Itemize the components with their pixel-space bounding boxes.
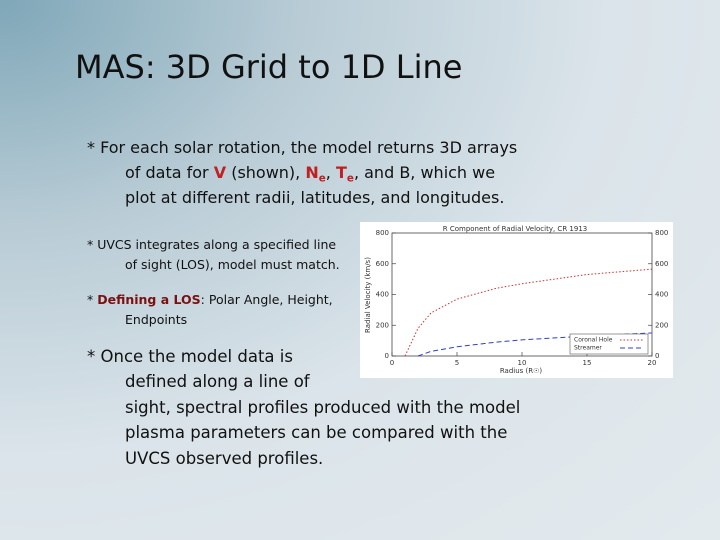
text: UVCS observed profiles. [125, 449, 324, 468]
legend-label: Streamer [574, 345, 602, 352]
bullet-line: of data for V (shown), Ne, Te, and B, wh… [125, 163, 495, 185]
text: * For each solar rotation, the model ret… [87, 138, 518, 157]
bullet-line: UVCS observed profiles. [125, 449, 323, 468]
text: (shown), [226, 163, 306, 182]
bullet-line: * Defining a LOS: Polar Angle, Height, [87, 292, 333, 307]
bullet-line: plot at different radii, latitudes, and … [125, 188, 504, 207]
legend-box [569, 333, 649, 355]
bullet-line: * For each solar rotation, the model ret… [87, 138, 517, 157]
text: , and B, which we [353, 163, 496, 182]
y-tick-label: 0 [385, 352, 389, 360]
y-tick-label: 600 [376, 260, 389, 268]
slide-title: MAS: 3D Grid to 1D Line [75, 48, 463, 86]
y-axis-label: Radial Velocity (km/s) [364, 257, 372, 333]
y-tick-label: 800 [376, 229, 389, 237]
chart-title: R Component of Radial Velocity, CR 1913 [443, 225, 587, 233]
y2-tick-label: 200 [655, 321, 668, 329]
text: plot at different radii, latitudes, and … [125, 188, 505, 207]
text: , [325, 163, 336, 182]
y2-tick-label: 0 [655, 352, 659, 360]
y2-tick-label: 600 [655, 260, 668, 268]
y-tick-label: 400 [376, 291, 389, 299]
chart-background [360, 222, 673, 378]
x-axis-label: Radius (R☉) [500, 367, 543, 375]
bullet-line: defined along a line of [125, 372, 310, 391]
chart: R Component of Radial Velocity, CR 1913 … [360, 222, 673, 378]
bullet-line: sight, spectral profiles produced with t… [125, 398, 520, 417]
bullet-line: * UVCS integrates along a specified line [87, 237, 336, 252]
text: of data for [125, 163, 214, 182]
text: Defining a LOS [97, 292, 201, 307]
y2-tick-label: 800 [655, 229, 668, 237]
text: e [346, 172, 354, 185]
text: e [318, 172, 326, 185]
x-tick-label: 10 [518, 359, 527, 367]
bullet-line: * Once the model data is [87, 347, 293, 366]
y-tick-label: 200 [376, 321, 389, 329]
text: Endpoints [125, 312, 188, 327]
x-tick-label: 15 [583, 359, 592, 367]
text: of sight (LOS), model must match. [125, 257, 340, 272]
text: sight, spectral profiles produced with t… [125, 398, 521, 417]
text: defined along a line of [125, 372, 310, 391]
x-tick-label: 5 [455, 359, 459, 367]
x-tick-label: 0 [390, 359, 394, 367]
legend-label: Coronal Hole [574, 337, 613, 344]
x-tick-label: 20 [648, 359, 657, 367]
text: * UVCS integrates along a specified line [87, 237, 337, 252]
text: * [87, 292, 98, 307]
text: V [213, 163, 227, 182]
bullet-line: of sight (LOS), model must match. [125, 257, 340, 272]
bullet-line: plasma parameters can be compared with t… [125, 423, 507, 442]
text: * Once the model data is [87, 347, 293, 366]
text: : Polar Angle, Height, [200, 292, 333, 307]
y2-tick-label: 400 [655, 291, 668, 299]
text: N [305, 163, 319, 182]
bullet-line: Endpoints [125, 312, 187, 327]
text: T [335, 163, 347, 182]
text: plasma parameters can be compared with t… [125, 423, 508, 442]
